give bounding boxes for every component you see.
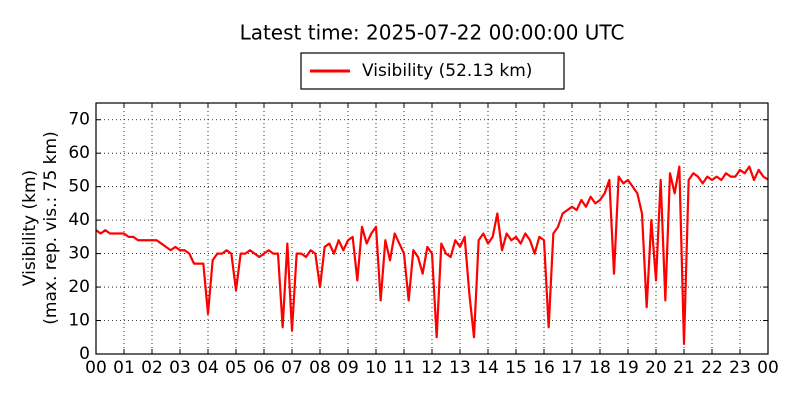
x-tick-label: 06 <box>253 358 275 378</box>
x-tick-label: 14 <box>477 358 499 378</box>
x-tick-label: 16 <box>533 358 555 378</box>
x-tick-label: 23 <box>729 358 751 378</box>
y-axis-label: Visibility (km) <box>20 170 40 286</box>
x-tick-label: 13 <box>449 358 471 378</box>
x-tick-label: 18 <box>589 358 611 378</box>
x-tick-label: 03 <box>169 358 191 378</box>
y-tick-label: 10 <box>68 311 90 331</box>
x-tick-label: 19 <box>617 358 639 378</box>
x-tick-label: 02 <box>141 358 163 378</box>
plot-frame <box>95 102 769 355</box>
y-tick-label: 0 <box>79 344 90 364</box>
y-tick-label: 20 <box>68 277 90 297</box>
x-tick-label: 17 <box>561 358 583 378</box>
x-tick-label: 22 <box>701 358 723 378</box>
y-tick-label: 30 <box>68 244 90 264</box>
x-tick-label: 00 <box>85 358 107 378</box>
x-tick-label: 09 <box>337 358 359 378</box>
legend-label: Visibility (52.13 km) <box>362 61 532 81</box>
y-axis-label: (max. rep. vis.: 75 km) <box>41 131 61 324</box>
y-tick-label: 40 <box>68 210 90 230</box>
x-tick-label: 12 <box>421 358 443 378</box>
x-tick-label: 08 <box>309 358 331 378</box>
chart-title: Latest time: 2025-07-22 00:00:00 UTC <box>240 21 625 45</box>
y-tick-label: 70 <box>68 110 90 130</box>
y-tick-label: 50 <box>68 177 90 197</box>
x-tick-label: 11 <box>393 358 415 378</box>
y-tick-label: 60 <box>68 143 90 163</box>
x-tick-label: 15 <box>505 358 527 378</box>
data-line <box>95 165 769 346</box>
x-tick-label: 21 <box>673 358 695 378</box>
x-tick-label: 04 <box>197 358 219 378</box>
x-tick-label: 05 <box>225 358 247 378</box>
x-tick-label: 20 <box>645 358 667 378</box>
x-tick-label: 01 <box>113 358 135 378</box>
x-tick-label: 00 <box>757 358 779 378</box>
x-tick-label: 07 <box>281 358 303 378</box>
x-tick-label: 10 <box>365 358 387 378</box>
